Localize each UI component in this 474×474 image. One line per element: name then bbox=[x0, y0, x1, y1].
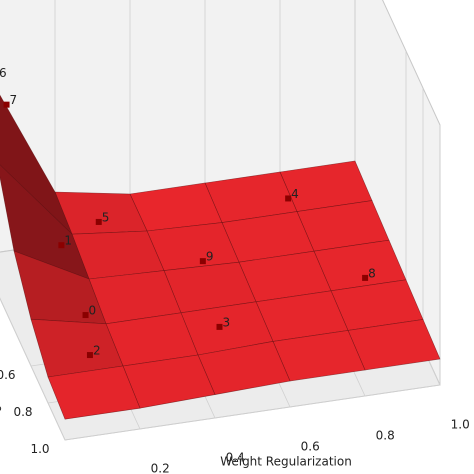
point-label: 3 bbox=[223, 315, 231, 329]
points: 0 1 2 3 4 5 67 8 9 bbox=[0, 66, 376, 359]
x-tick-label: 0.8 bbox=[376, 429, 395, 443]
point-label: 1 bbox=[64, 234, 72, 248]
point bbox=[3, 101, 10, 108]
y-grid-line bbox=[64, 125, 441, 441]
x-grid-line bbox=[0, 297, 66, 441]
point-label: 7 bbox=[10, 93, 18, 107]
point bbox=[362, 274, 369, 281]
point-label: 2 bbox=[93, 344, 101, 358]
point-label: 8 bbox=[368, 266, 376, 280]
point bbox=[199, 258, 206, 265]
x-tick-label: 0.4 bbox=[226, 451, 245, 465]
point bbox=[285, 195, 292, 202]
point-label: 0 bbox=[89, 304, 97, 318]
point-label: 6 bbox=[0, 66, 7, 80]
point bbox=[82, 312, 89, 319]
surface bbox=[0, 94, 441, 420]
labels: 0.0 0.2 0.4 0.6 0.8 1.0 0.6 0.8 1.0 Weight Regula… bbox=[0, 335, 470, 474]
x-tick-label: 0.0 bbox=[76, 473, 95, 474]
y-tick-label: 1.0 bbox=[30, 442, 49, 456]
point-label: 4 bbox=[291, 187, 299, 201]
x-axis-label: Weight Regularization bbox=[220, 455, 352, 469]
point bbox=[95, 218, 102, 225]
x-tick-label: 0.2 bbox=[151, 462, 170, 474]
surface-quad bbox=[47, 365, 141, 420]
point bbox=[216, 323, 223, 330]
point bbox=[86, 352, 93, 359]
point-label: 9 bbox=[206, 250, 214, 264]
y-tick-label: 0.6 bbox=[0, 368, 16, 382]
x-tick-label: 1.0 bbox=[451, 418, 470, 432]
point bbox=[58, 242, 65, 249]
point-label: 5 bbox=[102, 210, 110, 224]
y-tick-label: 0.8 bbox=[13, 405, 32, 419]
x-tick-label: 0.6 bbox=[301, 440, 320, 454]
